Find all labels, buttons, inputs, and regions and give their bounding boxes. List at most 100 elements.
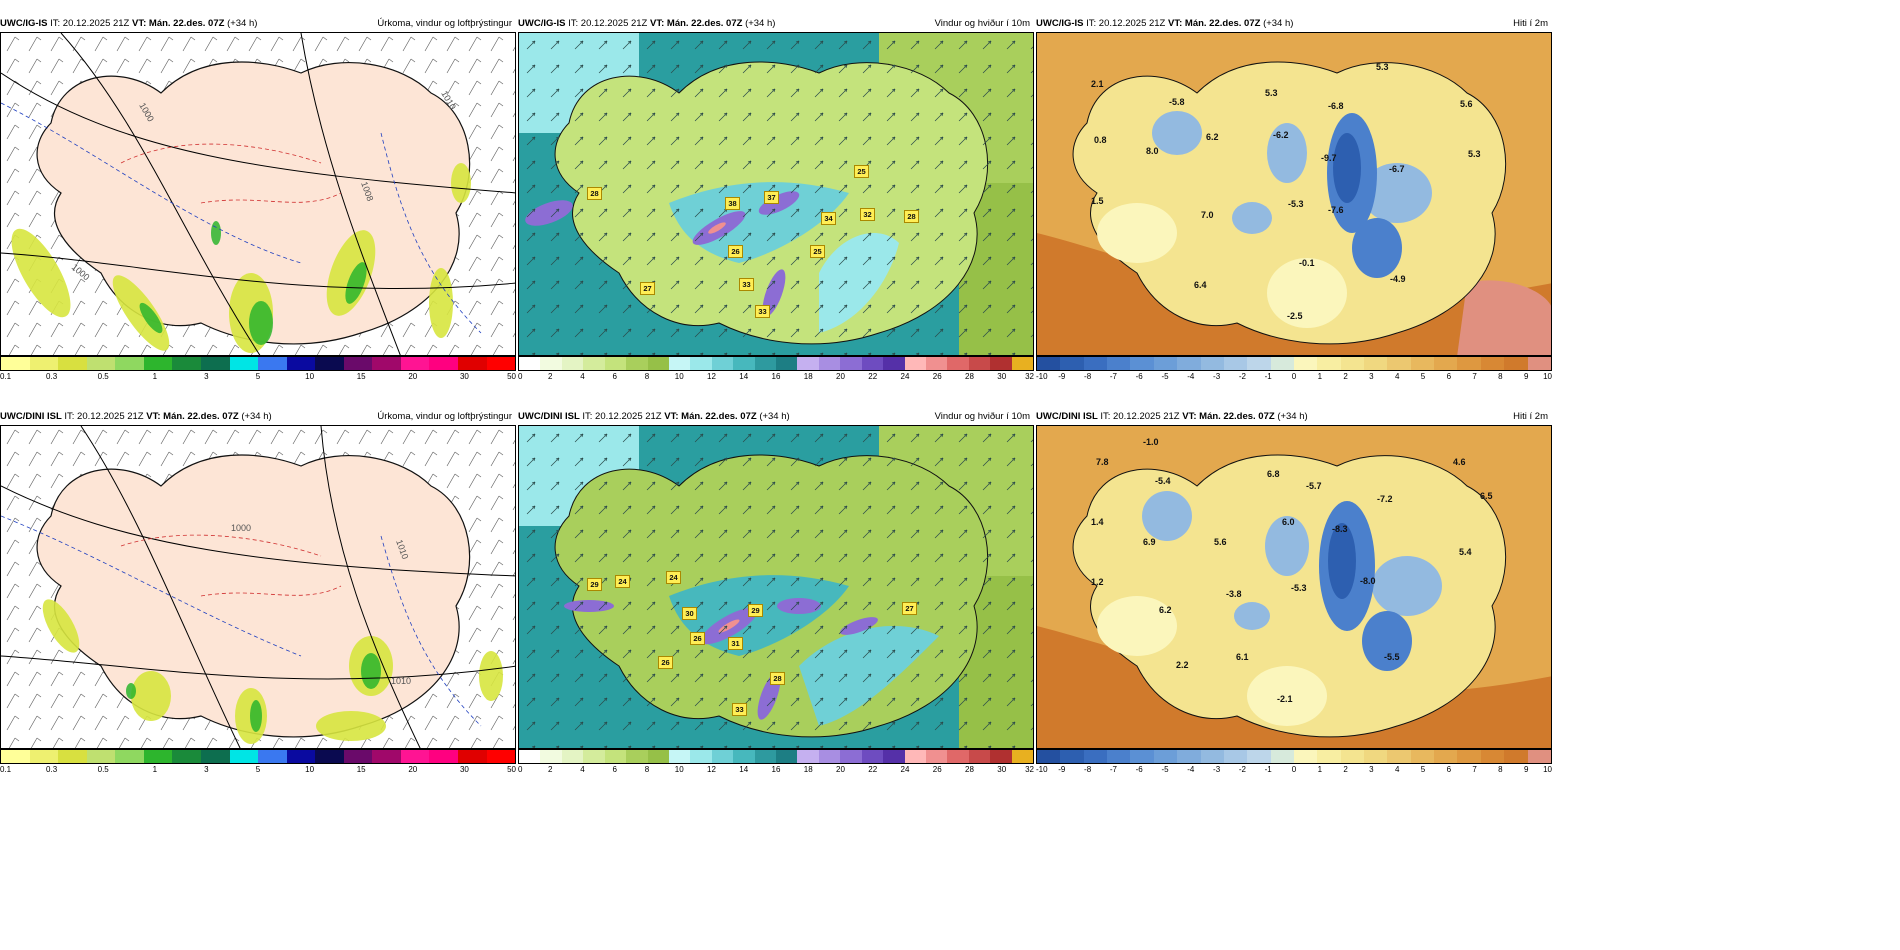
colorbar-tick-label: -5	[1161, 372, 1169, 381]
colorbar-segment	[647, 750, 669, 763]
colorbar-segment	[1457, 357, 1481, 370]
colorbar-tick-label: -9	[1058, 372, 1066, 381]
gust-label: 27	[902, 602, 917, 615]
colorbar-tick-label: -1	[1264, 372, 1272, 381]
temp-map	[1036, 32, 1552, 356]
colorbar-segment	[1247, 357, 1271, 370]
colorbar-tick-label: -3	[1213, 765, 1221, 774]
colorbar-tick-label: 4	[580, 372, 585, 381]
panel-title: Hiti í 2m	[1513, 18, 1548, 29]
colorbar-segment	[1060, 357, 1084, 370]
panel-title: Vindur og hviður í 10m	[934, 411, 1030, 422]
colorbar-tick-label: 3	[1369, 765, 1374, 774]
valid-time: VT: Mán. 22.des. 07Z	[132, 18, 225, 29]
colorbar-segment	[200, 750, 230, 763]
colorbar-tick-label: 0	[1291, 765, 1297, 774]
colorbar-segment	[1, 750, 30, 763]
panel-temp-row1: UWC/IG-IS IT: 20.12.2025 21Z VT: Mán. 22…	[1036, 16, 1552, 385]
colorbar-segment	[1364, 750, 1388, 763]
colorbar-tick-label: 3	[204, 372, 209, 381]
colorbar-segment	[1083, 357, 1108, 370]
colorbar-segment	[818, 357, 841, 370]
panel-wind-row1: UWC/IG-IS IT: 20.12.2025 21Z VT: Mán. 22…	[518, 16, 1034, 385]
panel-temp-row2: UWC/DINI ISL IT: 20.12.2025 21Z VT: Mán.…	[1036, 409, 1552, 778]
panel-title: Úrkoma, vindur og loftþrýstingur	[377, 18, 512, 29]
colorbar-tick-label: -6	[1135, 765, 1143, 774]
temp-value: 5.6	[1214, 537, 1227, 547]
colorbar-segment	[1317, 357, 1341, 370]
colorbar-tick-label: -2	[1238, 372, 1246, 381]
colorbar-segment	[1177, 357, 1201, 370]
colorbar-tick-label: 22	[868, 372, 878, 381]
temp-value: -7.6	[1328, 205, 1344, 215]
model-name: UWC/DINI ISL	[0, 411, 62, 422]
colorbar-segment	[1410, 750, 1435, 763]
valid-time: VT: Mán. 22.des. 07Z	[146, 411, 239, 422]
init-time: IT: 20.12.2025 21Z	[1100, 411, 1180, 422]
colorbar-segment	[668, 750, 691, 763]
gust-label: 27	[640, 282, 655, 295]
gust-label: 28	[587, 187, 602, 200]
colorbar-segment	[143, 750, 173, 763]
colorbar-segment	[947, 750, 969, 763]
colorbar-segment	[519, 750, 541, 763]
colorbar-segment	[258, 357, 287, 370]
colorbar-segment	[1527, 357, 1551, 370]
precip-map: 1000 1008 1010 1000	[0, 32, 516, 356]
colorbar-segment	[904, 357, 927, 370]
temp-value: -6.7	[1389, 164, 1405, 174]
colorbar-segment	[1200, 357, 1224, 370]
colorbar-tick-label: 1	[1317, 372, 1323, 381]
panel-header: UWC/DINI ISL IT: 20.12.2025 21Z VT: Mán.…	[0, 409, 516, 425]
colorbar-segment	[286, 357, 316, 370]
colorbar-tick-label: 7	[1472, 765, 1477, 774]
colorbar-tick-label: 4	[580, 765, 585, 774]
colorbar-tick-label: 24	[900, 372, 910, 381]
temp-value: 1.4	[1091, 517, 1104, 527]
colorbar-tick-label: 10	[305, 765, 315, 774]
colorbar-segment	[1387, 357, 1411, 370]
colorbar-segment	[429, 357, 458, 370]
colorbar-tick-label: 22	[868, 765, 878, 774]
colorbar-segment	[626, 357, 648, 370]
gust-label: 38	[725, 197, 740, 210]
colorbar-segment	[1037, 357, 1061, 370]
colorbar-tick-label: 2	[1343, 372, 1348, 381]
colorbar-segment	[143, 357, 173, 370]
colorbar-tick-label: 10	[674, 765, 684, 774]
colorbar-segment	[400, 750, 430, 763]
init-time: IT: 20.12.2025 21Z	[64, 411, 144, 422]
colorbar-segment	[690, 357, 712, 370]
temp-map	[1036, 425, 1552, 749]
colorbar-segment	[486, 357, 516, 370]
temp-value: 5.3	[1265, 88, 1278, 98]
colorbar-tick-label: -10	[1036, 765, 1048, 774]
colorbar-segment	[1130, 357, 1154, 370]
colorbar-segment	[776, 357, 798, 370]
colorbar-segment	[604, 357, 627, 370]
colorbar-segment	[904, 750, 927, 763]
temp-value: 5.3	[1376, 62, 1389, 72]
colorbar-tick-label: 0	[518, 765, 523, 774]
temp-value: -8.0	[1360, 576, 1376, 586]
gust-label: 26	[690, 632, 705, 645]
colorbar-segment	[1527, 750, 1551, 763]
colorbar-segment	[711, 750, 734, 763]
isobar-label: 1000	[231, 523, 251, 533]
colorbar-segment	[29, 750, 59, 763]
model-name: UWC/IG-IS	[1036, 18, 1084, 29]
panel-header: UWC/DINI ISL IT: 20.12.2025 21Z VT: Mán.…	[1036, 409, 1552, 425]
colorbar-tick-label: 28	[965, 372, 974, 381]
colorbar-segment	[1177, 750, 1201, 763]
temp-value: 6.0	[1282, 517, 1295, 527]
colorbar-tick-label: 6	[1446, 372, 1452, 381]
colorbar-segment	[1037, 750, 1061, 763]
colorbar-segment	[926, 750, 948, 763]
colorbar-segment	[776, 750, 798, 763]
colorbar-tick-label: -4	[1187, 372, 1195, 381]
colorbar-segment	[1317, 750, 1341, 763]
colorbar-tick-label: 8	[644, 765, 650, 774]
colorbar-segment	[1340, 357, 1365, 370]
colorbar-segment	[519, 357, 541, 370]
init-time: IT: 20.12.2025 21Z	[50, 18, 130, 29]
